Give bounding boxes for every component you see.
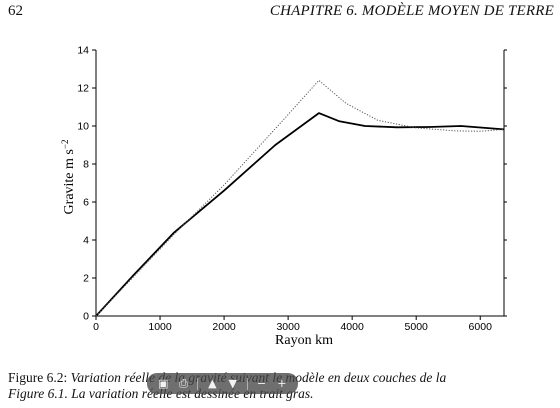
gravity-chart: 0 2 4 6 8 10 12 14 0 1000 2000 3000 4000 5000 6000 Rayo… bbox=[60, 45, 507, 348]
x-tick-label: 0 bbox=[93, 321, 99, 333]
x-tick-label: 6000 bbox=[469, 321, 493, 333]
running-header: CHAPITRE 6. MODÈLE MOYEN DE TERRE bbox=[269, 3, 554, 19]
x-axis-title: Rayon km bbox=[275, 333, 333, 348]
y-tick-label: 10 bbox=[77, 121, 89, 133]
y-tick-label: 14 bbox=[77, 45, 89, 57]
y-tick-label: 0 bbox=[83, 311, 89, 323]
page-number: 62 bbox=[8, 3, 23, 19]
y-tick-label: 2 bbox=[83, 273, 89, 285]
x-tick-label: 1000 bbox=[148, 321, 172, 333]
x-tick-label: 4000 bbox=[340, 321, 364, 333]
toolbar-divider bbox=[246, 377, 248, 390]
zoom-in-icon[interactable]: + bbox=[277, 376, 287, 390]
series-line-bold bbox=[95, 112, 505, 317]
toolbar-divider bbox=[197, 377, 199, 390]
y-tick-label: 6 bbox=[83, 197, 89, 209]
page-up-icon[interactable]: ▲ bbox=[208, 376, 217, 390]
y-tick-label: 12 bbox=[77, 83, 89, 95]
series-line-dotted bbox=[95, 79, 505, 317]
y-tick-label: 4 bbox=[83, 235, 89, 247]
zoom-out-icon[interactable]: − bbox=[256, 376, 267, 390]
print-icon[interactable]: ⎙ bbox=[179, 376, 188, 390]
pdf-viewer-toolbar: ▣ ⎙ ▲ ▼ − + bbox=[147, 373, 298, 394]
y-tick-label: 8 bbox=[83, 159, 89, 171]
x-tick-label: 3000 bbox=[276, 321, 300, 333]
page-down-icon[interactable]: ▼ bbox=[228, 376, 237, 390]
caption-figure-label: Figure 6.2: bbox=[8, 370, 68, 385]
x-tick-label: 5000 bbox=[405, 321, 429, 333]
y-axis-title-exponent: −2 bbox=[60, 140, 70, 150]
x-tick-label: 2000 bbox=[212, 321, 236, 333]
y-axis-title: Gravite m s−2 bbox=[60, 140, 77, 215]
save-icon[interactable]: ▣ bbox=[157, 376, 169, 390]
